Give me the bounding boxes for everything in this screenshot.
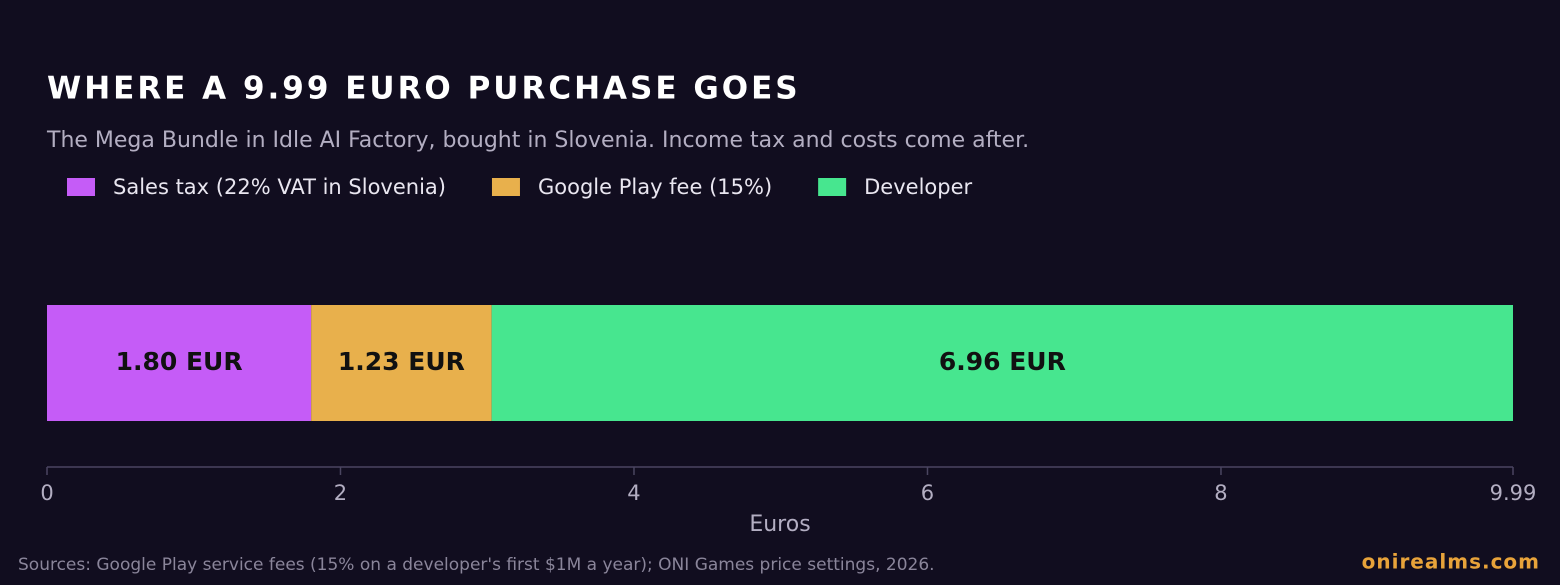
value-label: 1.23 EUR: [338, 347, 465, 376]
legend-label: Google Play fee (15%): [538, 175, 772, 199]
x-tick-label: 4: [627, 481, 640, 505]
bar-segment: [47, 305, 312, 421]
brand: onirealms.com: [1362, 550, 1540, 574]
x-tick-label: 8: [1214, 481, 1227, 505]
legend-label: Developer: [864, 175, 972, 199]
chart-subtitle: The Mega Bundle in Idle AI Factory, boug…: [46, 128, 1029, 153]
x-tick-label: 0: [40, 481, 53, 505]
legend-swatch: [491, 178, 520, 196]
x-tick-label: 9.99: [1490, 481, 1537, 505]
chart-title: WHERE A 9.99 EURO PURCHASE GOES: [47, 71, 801, 107]
value-label: 1.80 EUR: [116, 347, 243, 376]
legend-label: Sales tax (22% VAT in Slovenia): [113, 175, 446, 199]
value-label: 6.96 EUR: [939, 347, 1066, 376]
bar-segment: [311, 305, 492, 421]
source-note: Sources: Google Play service fees (15% o…: [18, 555, 935, 575]
x-tick-label: 2: [334, 481, 347, 505]
x-axis-title: Euros: [749, 512, 810, 537]
legend-swatch: [818, 178, 847, 196]
legend-swatch: [67, 178, 95, 196]
x-tick-label: 6: [921, 481, 934, 505]
bar-segment: [491, 305, 1513, 421]
